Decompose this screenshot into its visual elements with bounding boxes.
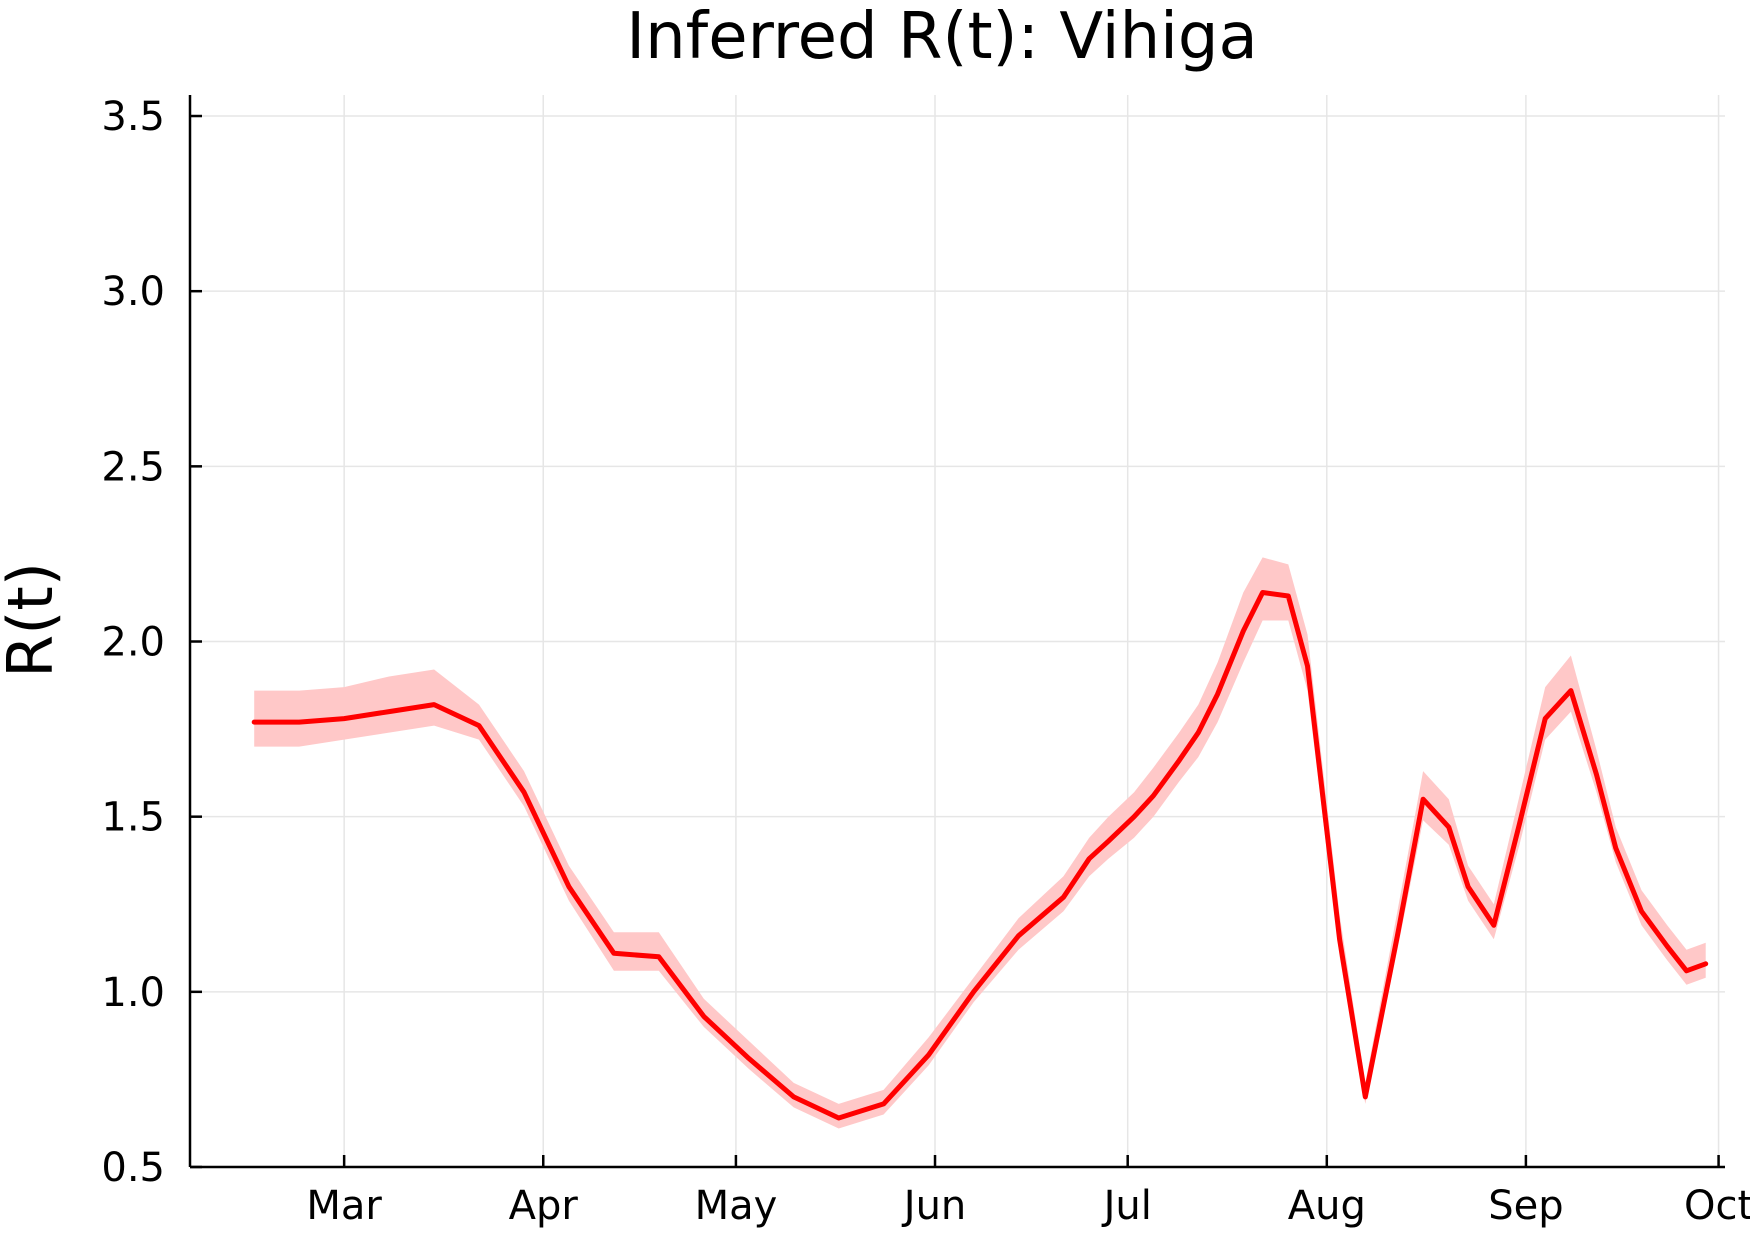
grid — [190, 95, 1725, 1168]
x-tick-label: Apr — [509, 1183, 579, 1229]
series-line — [251, 590, 1709, 1121]
chart-title: Inferred R(t): Vihiga — [626, 0, 1258, 74]
confidence-band — [254, 557, 1706, 1129]
y-tick-label: 1.0 — [101, 970, 165, 1016]
x-tick-label: Jul — [1101, 1183, 1152, 1229]
y-axis-label: R(t) — [0, 562, 67, 678]
x-tick-label: Oct — [1684, 1183, 1750, 1229]
y-tick-label: 2.0 — [101, 620, 165, 666]
axes — [188, 95, 1725, 1169]
y-tick-label: 3.5 — [101, 94, 165, 140]
y-tick-label: 3.0 — [101, 269, 165, 315]
rt-line — [251, 590, 1709, 1121]
x-tick-label: Jun — [901, 1183, 967, 1229]
y-tick-label: 1.5 — [101, 795, 165, 841]
x-tick-label: Sep — [1488, 1183, 1563, 1229]
x-tick-label: May — [695, 1183, 778, 1229]
y-tick-label: 0.5 — [101, 1145, 165, 1191]
y-tick-label: 2.5 — [101, 444, 165, 490]
x-tick-label: Aug — [1288, 1183, 1366, 1229]
tick-labels: Mar Apr May Jun Jul Aug Sep Oct 0.5 1.0 1.5 2.0 2.5 3… — [101, 94, 1750, 1229]
x-tick-label: Mar — [306, 1183, 382, 1229]
uncertainty-band — [254, 557, 1706, 1129]
